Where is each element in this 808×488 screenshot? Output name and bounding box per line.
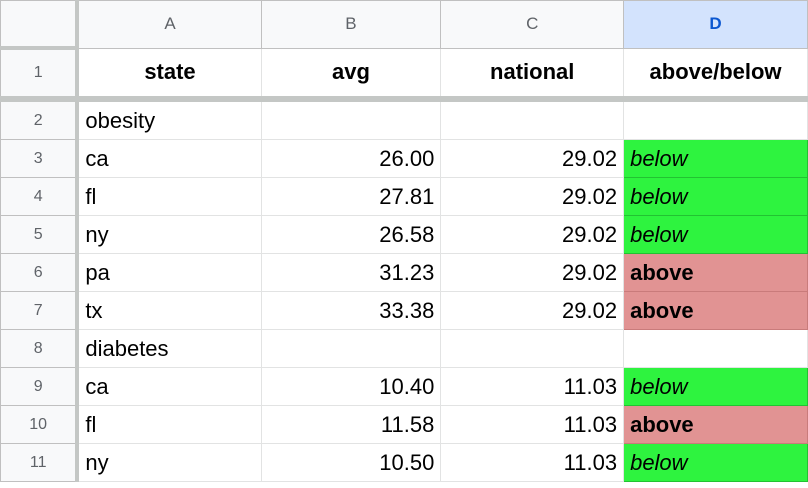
table-row: 6 pa 31.23 29.02 above [0, 253, 808, 292]
header-cell-avg[interactable]: avg [260, 47, 442, 102]
table-row: 11 ny 10.50 11.03 below [0, 443, 808, 482]
cell-above-below[interactable]: below [623, 177, 808, 216]
row-number[interactable]: 4 [0, 177, 80, 216]
cell-state[interactable]: pa [76, 253, 262, 292]
cell-avg[interactable]: 33.38 [260, 291, 442, 330]
table-row: 7 tx 33.38 29.02 above [0, 291, 808, 330]
cell-state[interactable]: ny [76, 215, 262, 254]
cell-avg[interactable]: 26.00 [260, 139, 442, 178]
row-number[interactable]: 8 [0, 329, 80, 368]
column-header-c[interactable]: C [440, 0, 625, 49]
cell-national[interactable]: 11.03 [440, 367, 625, 406]
cell-state[interactable]: diabetes [76, 329, 262, 368]
cell-avg[interactable]: 26.58 [260, 215, 442, 254]
cell-state[interactable]: ny [76, 443, 262, 482]
cell-national[interactable]: 29.02 [440, 139, 625, 178]
cell-avg[interactable]: 11.58 [260, 405, 442, 444]
cell-above-below[interactable]: below [623, 443, 808, 482]
row-number[interactable]: 7 [0, 291, 80, 330]
row-number[interactable]: 11 [0, 443, 80, 482]
header-cell-national[interactable]: national [440, 47, 625, 102]
cell-national[interactable]: 11.03 [440, 443, 625, 482]
row-number[interactable]: 3 [0, 139, 80, 178]
row-number[interactable]: 2 [0, 98, 80, 140]
table-row: 10 fl 11.58 11.03 above [0, 405, 808, 444]
cell-avg[interactable]: 27.81 [260, 177, 442, 216]
cell-above-below[interactable]: below [623, 367, 808, 406]
table-row: 4 fl 27.81 29.02 below [0, 177, 808, 216]
cell-national[interactable]: 29.02 [440, 177, 625, 216]
cell-national[interactable]: 11.03 [440, 405, 625, 444]
cell-avg[interactable]: 31.23 [260, 253, 442, 292]
cell-state[interactable]: fl [76, 177, 262, 216]
cell-above-below[interactable]: below [623, 215, 808, 254]
table-row: 5 ny 26.58 29.02 below [0, 215, 808, 254]
cell-above-below[interactable]: below [623, 139, 808, 178]
cell-avg[interactable]: 10.40 [260, 367, 442, 406]
header-cell-above-below[interactable]: above/below [623, 47, 808, 102]
column-header-a[interactable]: A [76, 0, 262, 49]
header-cell-state[interactable]: state [76, 47, 262, 102]
cell-state[interactable]: ca [76, 367, 262, 406]
cell-state[interactable]: obesity [76, 98, 262, 140]
row-number[interactable]: 5 [0, 215, 80, 254]
table-row: 9 ca 10.40 11.03 below [0, 367, 808, 406]
cell-above-below[interactable]: above [623, 291, 808, 330]
row-number[interactable]: 1 [0, 47, 80, 102]
table-row: 2 obesity [0, 98, 808, 140]
cell-national[interactable] [440, 98, 625, 140]
table-row: 3 ca 26.00 29.02 below [0, 139, 808, 178]
row-number[interactable]: 10 [0, 405, 80, 444]
select-all-corner[interactable] [0, 0, 80, 50]
cell-state[interactable]: tx [76, 291, 262, 330]
column-header-b[interactable]: B [260, 0, 442, 49]
cell-avg[interactable] [260, 329, 442, 368]
cell-avg[interactable]: 10.50 [260, 443, 442, 482]
cell-above-below[interactable]: above [623, 405, 808, 444]
header-row: 1 state avg national above/below [0, 47, 808, 102]
cell-national[interactable]: 29.02 [440, 253, 625, 292]
cell-national[interactable]: 29.02 [440, 291, 625, 330]
table-row: 8 diabetes [0, 329, 808, 368]
row-number[interactable]: 6 [0, 253, 80, 292]
cell-above-below[interactable] [623, 329, 808, 368]
row-number[interactable]: 9 [0, 367, 80, 406]
cell-state[interactable]: ca [76, 139, 262, 178]
column-header-row: A B C D [0, 0, 808, 50]
cell-state[interactable]: fl [76, 405, 262, 444]
cell-national[interactable] [440, 329, 625, 368]
cell-avg[interactable] [260, 98, 442, 140]
cell-above-below[interactable]: above [623, 253, 808, 292]
cell-national[interactable]: 29.02 [440, 215, 625, 254]
column-header-d[interactable]: D [623, 0, 808, 49]
cell-above-below[interactable] [623, 98, 808, 140]
